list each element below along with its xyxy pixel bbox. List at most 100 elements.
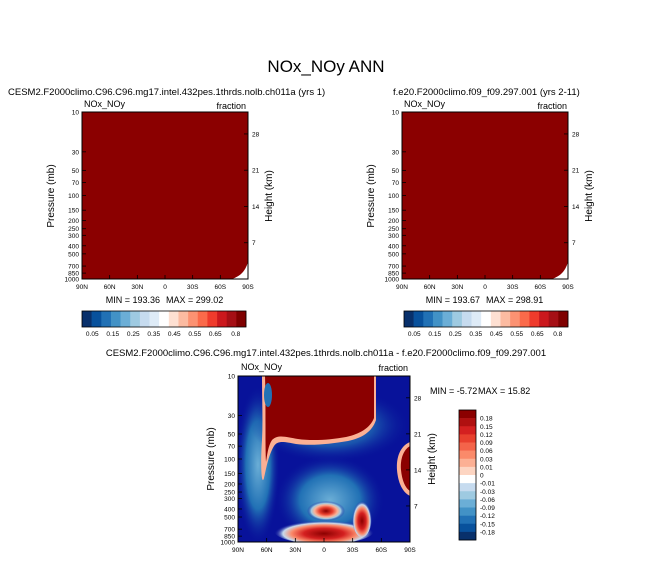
x-tick-label: 90S: [404, 547, 416, 554]
y-tick-label: 500: [68, 251, 79, 258]
region-positive-lobe: [307, 501, 345, 521]
colorbar-frame: [81, 310, 247, 328]
y2-tick-label: 14: [414, 467, 422, 474]
colorbar-frame: [458, 409, 477, 541]
region-negative-core: [264, 383, 272, 407]
colorbar-swatch: [207, 311, 218, 327]
colorbar-swatch: [459, 410, 476, 419]
region-positive-surface: [274, 518, 374, 542]
x-tick-label: 90S: [562, 284, 574, 291]
x-tick-label: 90N: [396, 284, 408, 291]
x-tick-label: 0: [163, 284, 167, 291]
panel-title: CESM2.F2000climo.C96.C96.mg17.intel.432p…: [106, 348, 546, 359]
x-ticks: 90N 60N 30N 0 30S 60S 90S: [232, 538, 416, 554]
y-tick-label: 250: [388, 226, 399, 233]
colorbar-swatch: [459, 507, 476, 516]
colorbar-label: 0.18: [480, 416, 493, 423]
x-tick-label: 30S: [187, 284, 199, 291]
colorbar-swatch: [130, 311, 141, 327]
x-tick-label: 30N: [451, 284, 463, 291]
colorbar-swatch: [500, 311, 511, 327]
y-tick-label: 150: [68, 208, 79, 215]
colorbar-swatch: [459, 450, 476, 460]
colorbar-swatch: [459, 499, 476, 508]
colorbar-swatch: [459, 491, 476, 500]
colorbar-swatch: [519, 311, 530, 327]
min-label: MIN = 193.36: [106, 295, 160, 305]
y2-tick-label: 7: [252, 240, 256, 247]
colorbar-swatch: [471, 311, 482, 327]
panel-difference: CESM2.F2000climo.C96.C96.mg17.intel.432p…: [106, 348, 546, 554]
y-tick-label: 250: [68, 226, 79, 233]
colorbar-swatch: [548, 311, 559, 327]
y-tick-label: 400: [388, 243, 399, 250]
y-tick-label: 700: [388, 264, 399, 271]
x-tick-label: 60S: [215, 284, 227, 291]
colorbar-label: 0.65: [531, 331, 544, 338]
y-tick-label: 30: [228, 413, 236, 420]
x-tick-label: 60S: [376, 547, 388, 554]
colorbar-swatch: [82, 311, 92, 327]
x-tick-label: 30N: [131, 284, 143, 291]
y-tick-label: 10: [228, 374, 236, 381]
y-tick-label: 50: [392, 168, 400, 175]
colorbar-swatch: [459, 483, 476, 492]
min-label: MIN = -5.72: [430, 386, 477, 396]
y-tick-label: 30: [72, 149, 80, 156]
panel-title: CESM2.F2000climo.C96.C96.mg17.intel.432p…: [8, 87, 325, 98]
colorbar-label: 0.8: [231, 331, 240, 338]
y-tick-label: 200: [68, 218, 79, 225]
x-tick-label: 30N: [289, 547, 301, 554]
y-tick-label: 70: [72, 180, 80, 187]
y-tick-label: 300: [388, 233, 399, 240]
y2-tick-label: 7: [572, 240, 576, 247]
y-tick-label: 850: [68, 271, 79, 278]
colorbar-swatch: [423, 311, 434, 327]
max-label: MAX = 15.82: [478, 386, 530, 396]
y2-tick-label: 14: [252, 204, 260, 211]
units-label: fraction: [537, 101, 567, 111]
colorbar-swatch: [110, 311, 121, 327]
colorbar-swatch: [188, 311, 199, 327]
y2-tick-label: 28: [414, 395, 422, 402]
colorbar-label: -0.09: [480, 505, 495, 512]
colorbar-label: 0.65: [209, 331, 222, 338]
colorbar-label: 0.25: [127, 331, 140, 338]
y2-axis-label: Height (km): [584, 170, 595, 222]
colorbar-swatch: [168, 311, 179, 327]
colorbar-swatch: [226, 311, 237, 327]
units-label: fraction: [216, 101, 246, 111]
y-tick-label: 10: [72, 110, 80, 117]
colorbar-label: 0.35: [469, 331, 482, 338]
y-tick-label: 1000: [385, 277, 400, 284]
colorbar-label: 0.15: [480, 424, 493, 431]
y2-tick-label: 14: [572, 204, 580, 211]
x-ticks: 90N 60N 30N 0 30S 60S 90S: [76, 275, 254, 291]
y-tick-label: 100: [388, 193, 399, 200]
colorbar-label: 0.15: [106, 331, 119, 338]
x-tick-label: 90N: [76, 284, 88, 291]
y-tick-label: 50: [228, 432, 236, 439]
colorbar-swatch: [459, 475, 476, 484]
x-tick-label: 30S: [507, 284, 519, 291]
y-tick-label: 850: [224, 534, 235, 541]
x-tick-label: 60N: [261, 547, 273, 554]
max-label: MAX = 299.02: [166, 295, 223, 305]
y-tick-label: 700: [68, 264, 79, 271]
panel-model-a: CESM2.F2000climo.C96.C96.mg17.intel.432p…: [8, 87, 325, 338]
colorbar: 0.180.150.120.090.060.030.010-0.01-0.03-…: [458, 409, 495, 541]
colorbar-label: -0.15: [480, 521, 495, 528]
y-tick-label: 10: [392, 110, 400, 117]
colorbar-label: -0.18: [480, 529, 495, 536]
y-tick-label: 200: [388, 218, 399, 225]
y-axis-label: Pressure (mb): [46, 164, 57, 227]
colorbar-label: 0.05: [408, 331, 421, 338]
x-tick-label: 60S: [535, 284, 547, 291]
y-tick-label: 700: [224, 527, 235, 534]
x-tick-label: 90N: [232, 547, 244, 554]
y2-axis-label: Height (km): [264, 170, 275, 222]
y2-tick-label: 7: [414, 503, 418, 510]
y2-ticks: 28 21 14 7: [564, 131, 580, 247]
